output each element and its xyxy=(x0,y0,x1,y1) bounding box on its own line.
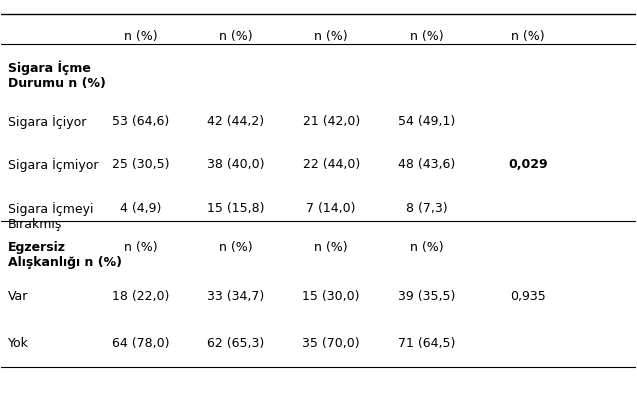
Text: 15 (30,0): 15 (30,0) xyxy=(303,290,360,303)
Text: Egzersiz
Alışkanlığı n (%): Egzersiz Alışkanlığı n (%) xyxy=(8,241,122,269)
Text: 39 (35,5): 39 (35,5) xyxy=(397,290,455,303)
Text: 48 (43,6): 48 (43,6) xyxy=(397,158,455,171)
Text: 35 (70,0): 35 (70,0) xyxy=(303,337,360,350)
Text: 0,029: 0,029 xyxy=(508,158,548,171)
Text: 8 (7,3): 8 (7,3) xyxy=(406,202,447,216)
Text: Sigara İçmeyi
Bırakmış: Sigara İçmeyi Bırakmış xyxy=(8,202,93,231)
Text: n (%): n (%) xyxy=(410,30,443,43)
Text: 22 (44,0): 22 (44,0) xyxy=(303,158,360,171)
Text: 54 (49,1): 54 (49,1) xyxy=(397,115,455,128)
Text: n (%): n (%) xyxy=(219,241,253,254)
Text: Yok: Yok xyxy=(8,337,29,350)
Text: 7 (14,0): 7 (14,0) xyxy=(306,202,356,216)
Text: 33 (34,7): 33 (34,7) xyxy=(208,290,265,303)
Text: 0,935: 0,935 xyxy=(510,290,546,303)
Text: n (%): n (%) xyxy=(315,30,348,43)
Text: Sigara İçiyor: Sigara İçiyor xyxy=(8,115,86,129)
Text: Sigara İçmiyor: Sigara İçmiyor xyxy=(8,158,98,172)
Text: 18 (22,0): 18 (22,0) xyxy=(112,290,169,303)
Text: 21 (42,0): 21 (42,0) xyxy=(303,115,360,128)
Text: n (%): n (%) xyxy=(511,30,545,43)
Text: 42 (44,2): 42 (44,2) xyxy=(208,115,264,128)
Text: 71 (64,5): 71 (64,5) xyxy=(397,337,455,350)
Text: 25 (30,5): 25 (30,5) xyxy=(112,158,169,171)
Text: 38 (40,0): 38 (40,0) xyxy=(207,158,265,171)
Text: n (%): n (%) xyxy=(124,241,158,254)
Text: 4 (4,9): 4 (4,9) xyxy=(120,202,162,216)
Text: n (%): n (%) xyxy=(315,241,348,254)
Text: 15 (15,8): 15 (15,8) xyxy=(207,202,265,216)
Text: n (%): n (%) xyxy=(410,241,443,254)
Text: n (%): n (%) xyxy=(124,30,158,43)
Text: Sigara İçme
Durumu n (%): Sigara İçme Durumu n (%) xyxy=(8,60,106,90)
Text: 53 (64,6): 53 (64,6) xyxy=(112,115,169,128)
Text: 64 (78,0): 64 (78,0) xyxy=(112,337,169,350)
Text: Var: Var xyxy=(8,290,28,303)
Text: n (%): n (%) xyxy=(219,30,253,43)
Text: 62 (65,3): 62 (65,3) xyxy=(208,337,265,350)
